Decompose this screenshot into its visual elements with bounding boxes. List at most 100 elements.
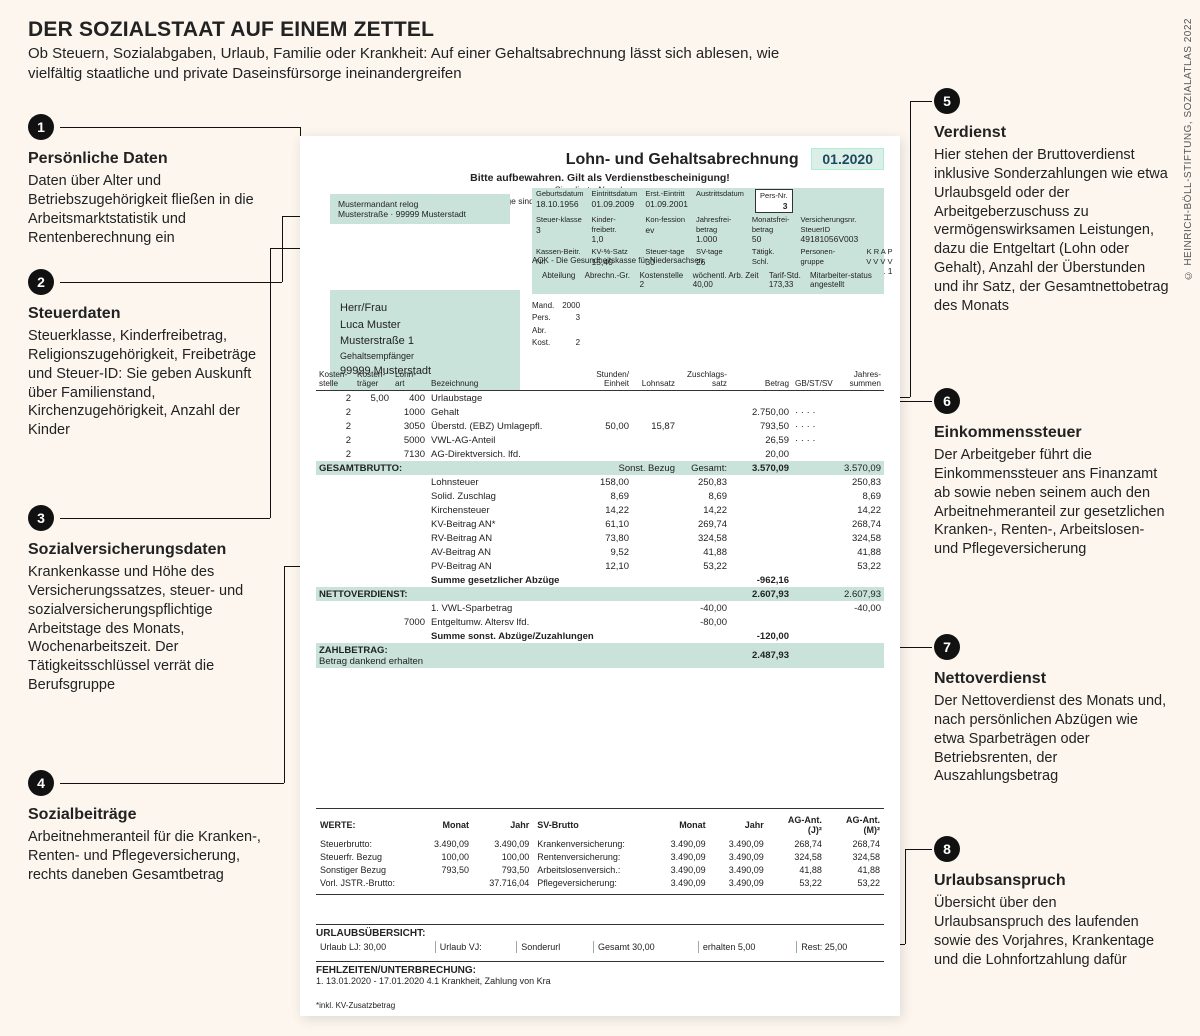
lbl-abrechngr: Abrechn.-Gr. (585, 271, 630, 280)
lbl-konf: Kon-fession (645, 215, 685, 224)
val-persnr: 3 (783, 201, 788, 211)
urlaub-lj: 30,00 (364, 942, 387, 952)
lbl-mand: Mand. (532, 301, 560, 311)
anno-7-text: Der Nettoverdienst des Monats und, nach … (934, 692, 1169, 786)
anno-1-text: Daten über Alter und Betriebszugehörigke… (28, 172, 263, 247)
val-pers: 3 (562, 313, 586, 323)
lbl-austritt: Austrittsdatum (696, 189, 744, 198)
connector-line (910, 101, 932, 102)
lbl-mfrei: Monatsfrei-betrag (752, 215, 790, 234)
eh-gb: GB/ST/SV (792, 368, 836, 391)
slip-title: Lohn- und Gehaltsabrechnung (566, 151, 799, 169)
lbl-abr: Abr. (532, 326, 560, 336)
client-name: Mustermandant relog (338, 199, 502, 209)
deduction-row: Kirchensteuer14,2214,2214,22 (316, 503, 884, 517)
urlaub-rest: 25,00 (825, 942, 848, 952)
lbl-stkl: Steuer-klasse (536, 215, 582, 224)
anno-8-text: Übersicht über den Urlaubsanspruch des l… (934, 894, 1169, 969)
zahl-sub: Betrag dankend erhalten (319, 656, 423, 667)
werte-h-jahr: Jahr (473, 813, 533, 838)
eh-kostenstelle: Kosten-stelle (316, 368, 354, 391)
val-mfrei: 50 (752, 234, 761, 244)
connector-line (910, 101, 911, 397)
earnings-table: Kosten-stelle Kosten-träger Lohn-art Bez… (316, 368, 884, 668)
lbl-tschl: Tätigk. Schl. (752, 247, 775, 266)
val-geburt: 18.10.1956 (536, 199, 579, 209)
anno-3-text: Krankenkasse und Höhe des Versicherungss… (28, 563, 263, 695)
earn-row: 23050Überstd. (EBZ) Umlagepfl.50,0015,87… (316, 419, 884, 433)
anno-4: 4 Sozialbeiträge Arbeitnehmeranteil für … (28, 770, 263, 885)
anno-7-title: Nettoverdienst (934, 670, 1169, 688)
sum-sonst-val: -120,00 (730, 629, 792, 643)
eh-lohnart: Lohn-art (392, 368, 428, 391)
urlaub-vj-l: Urlaub VJ: (440, 942, 482, 952)
val-mand: 2000 (562, 301, 586, 311)
val-abr (562, 326, 586, 336)
lbl-pgr: Personen-gruppe (801, 247, 836, 266)
zahl-val: 2.487,93 (730, 643, 792, 668)
deduction-row: AV-Beitrag AN9,5241,8841,88 (316, 545, 884, 559)
anno-2-num: 2 (28, 269, 54, 295)
anno-1-title: Persönliche Daten (28, 150, 263, 168)
val-eintritt: 01.09.2009 (592, 199, 635, 209)
urlaub-su-l: Sonderurl (521, 942, 560, 952)
client-addr: Musterstraße · 99999 Musterstadt (338, 209, 502, 219)
lbl-eintritt: Eintrittsdatum (592, 189, 638, 198)
netto-label: NETTOVERDIENST: (316, 587, 582, 601)
fehlzeiten-block: FEHLZEITEN/UNTERBRECHUNG: 1. 13.01.2020 … (316, 961, 884, 986)
connector-line (60, 127, 300, 128)
lbl-waz: wöchentl. Arb. Zeit (693, 271, 759, 280)
anno-4-num: 4 (28, 770, 54, 796)
addr-name: Luca Muster (340, 317, 510, 334)
val-mitarbstatus: angestellt (810, 280, 844, 289)
val-tarif: 173,33 (769, 280, 793, 289)
connector-line (282, 216, 283, 282)
anno-3-title: Sozialversicherungsdaten (28, 541, 263, 559)
page-title: DER SOZIALSTAAT AUF EINEM ZETTEL (28, 18, 434, 42)
eh-lohnsatz: Lohnsatz (632, 368, 678, 391)
slip-keep-line: Bitte aufbewahren. Gilt als Verdienstbes… (316, 172, 884, 184)
anno-5: 5 Verdienst Hier stehen der Bruttoverdie… (934, 88, 1169, 316)
anno-2-text: Steuerklasse, Kinderfreibetrag, Religion… (28, 327, 263, 440)
deduction-row: PV-Beitrag AN12,1053,2253,22 (316, 559, 884, 573)
eh-jsum: Jahres-summen (836, 368, 884, 391)
anno-8-title: Urlaubsanspruch (934, 872, 1169, 890)
anno-7: 7 Nettoverdienst Der Nettoverdienst des … (934, 634, 1169, 786)
connector-line (60, 518, 270, 519)
lbl-svtage: SV-tage (696, 247, 723, 256)
sum-ges-abz-val: -962,16 (730, 573, 792, 587)
anno-6-num: 6 (934, 388, 960, 414)
aok-line: AOK - Die Gesundheitskasse für Niedersac… (532, 256, 703, 265)
werte-h-agm: AG-Ant. (M)² (826, 813, 884, 838)
connector-line (60, 282, 282, 283)
connector-line (60, 783, 284, 784)
val-stkl: 3 (536, 225, 541, 235)
earn-row: 25,00400Urlaubstage (316, 391, 884, 406)
werte-row: Steuerbrutto:3.490,093.490,09Krankenvers… (316, 838, 884, 851)
connector-line (898, 401, 932, 402)
lbl-abteilung: Abteilung (542, 271, 575, 280)
connector-line (905, 849, 906, 944)
slip-title-row: Lohn- und Gehaltsabrechnung 01.2020 (316, 148, 884, 170)
image-credit: © HEINRICH-BÖLL-STIFTUNG, SOZIALATLAS 20… (1183, 18, 1194, 280)
earn-row: 21000Gehalt2.750,00· · · · (316, 405, 884, 419)
earn-row: 25000VWL-AG-Anteil26,59· · · · (316, 433, 884, 447)
anno-4-text: Arbeitnehmeranteil für die Kranken-, Ren… (28, 828, 263, 885)
page-subtitle: Ob Steuern, Sozialabgaben, Urlaub, Famil… (28, 44, 788, 85)
urlaub-erh-l: erhalten (703, 942, 736, 952)
eh-zuschlag: Zuschlags-satz (678, 368, 730, 391)
anno-3: 3 Sozialversicherungsdaten Krankenkasse … (28, 505, 263, 695)
anno-8: 8 Urlaubsanspruch Übersicht über den Url… (934, 836, 1169, 969)
werte-row: Vorl. JSTR.-Brutto:37.716,04Pflegeversic… (316, 877, 884, 890)
anno-6-title: Einkommenssteuer (934, 424, 1169, 442)
slip-period: 01.2020 (811, 148, 884, 170)
dept-row: Abteilung Abrechn.-Gr. Kostenstelle2 wöc… (532, 266, 884, 294)
anno-5-title: Verdienst (934, 124, 1169, 142)
val-kostenstelle: 2 (640, 280, 644, 289)
werte-h-monat2: Monat (652, 813, 710, 838)
deduction-row: KV-Beitrag AN*61,10269,74268,74 (316, 517, 884, 531)
anno-2-title: Steuerdaten (28, 305, 263, 323)
werte-h-jahr2: Jahr (710, 813, 768, 838)
sonst-abz-row: 1. VWL-Sparbetrag-40,00-40,00 (316, 601, 884, 615)
eh-betrag: Betrag (730, 368, 792, 391)
